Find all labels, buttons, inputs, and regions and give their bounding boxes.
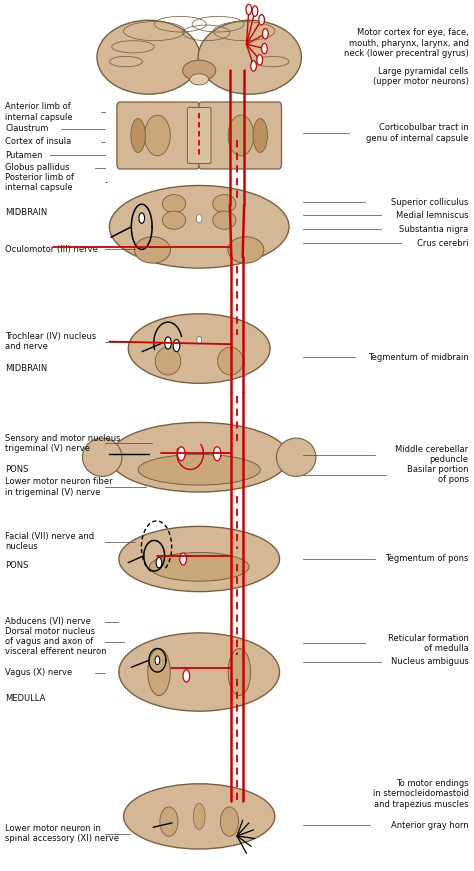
Ellipse shape xyxy=(228,237,264,263)
Text: Globus pallidus: Globus pallidus xyxy=(5,163,70,172)
Ellipse shape xyxy=(276,438,316,476)
Text: Sensory and motor nucleus
trigeminal (V) nerve: Sensory and motor nucleus trigeminal (V)… xyxy=(5,434,121,453)
Text: Crus cerebri: Crus cerebri xyxy=(417,239,469,248)
Text: Posterior limb of
internal capsule: Posterior limb of internal capsule xyxy=(5,172,74,192)
Ellipse shape xyxy=(228,649,251,696)
Text: Putamen: Putamen xyxy=(5,151,43,160)
Text: Substantia nigra: Substantia nigra xyxy=(399,225,469,234)
Circle shape xyxy=(139,213,145,223)
Text: Nucleus ambiguus: Nucleus ambiguus xyxy=(391,657,469,666)
Circle shape xyxy=(164,337,171,349)
Circle shape xyxy=(180,553,186,565)
Circle shape xyxy=(259,15,264,25)
Circle shape xyxy=(183,670,190,682)
Text: Medial lemniscus: Medial lemniscus xyxy=(396,211,469,220)
Text: Large pyramidal cells
(upper motor neurons): Large pyramidal cells (upper motor neuro… xyxy=(373,67,469,86)
Text: Vagus (X) nerve: Vagus (X) nerve xyxy=(5,668,73,678)
Circle shape xyxy=(177,447,185,461)
Text: MIDBRAIN: MIDBRAIN xyxy=(5,207,48,217)
Text: Tegmentum of midbrain: Tegmentum of midbrain xyxy=(368,353,469,361)
Ellipse shape xyxy=(198,20,301,94)
Ellipse shape xyxy=(149,552,249,581)
Ellipse shape xyxy=(163,194,186,213)
Ellipse shape xyxy=(190,74,209,85)
Text: Trochlear (IV) nucleus
and nerve: Trochlear (IV) nucleus and nerve xyxy=(5,332,97,351)
Ellipse shape xyxy=(119,526,280,591)
Ellipse shape xyxy=(193,803,205,829)
Ellipse shape xyxy=(97,20,200,94)
Ellipse shape xyxy=(220,807,238,836)
Circle shape xyxy=(213,447,221,461)
Ellipse shape xyxy=(131,118,146,152)
Circle shape xyxy=(173,340,180,352)
Ellipse shape xyxy=(145,115,170,156)
FancyBboxPatch shape xyxy=(187,107,211,164)
Ellipse shape xyxy=(135,237,171,263)
Ellipse shape xyxy=(196,214,202,223)
Ellipse shape xyxy=(82,438,122,476)
Ellipse shape xyxy=(182,60,216,81)
Ellipse shape xyxy=(148,649,170,696)
Text: PONS: PONS xyxy=(5,465,29,474)
Text: Tegmentum of pons: Tegmentum of pons xyxy=(385,555,469,564)
Text: Basilar portion
of pons: Basilar portion of pons xyxy=(407,465,469,484)
Text: Facial (VII) nerve and
nucleus: Facial (VII) nerve and nucleus xyxy=(5,532,94,551)
Circle shape xyxy=(257,55,263,65)
Ellipse shape xyxy=(124,784,275,849)
Text: MIDBRAIN: MIDBRAIN xyxy=(5,364,48,373)
Circle shape xyxy=(251,61,256,71)
FancyBboxPatch shape xyxy=(199,102,282,169)
Text: Lower motor neuron fiber
in trigeminal (V) nerve: Lower motor neuron fiber in trigeminal (… xyxy=(5,477,113,496)
Text: PONS: PONS xyxy=(5,561,29,570)
Text: Cortex of insula: Cortex of insula xyxy=(5,137,72,146)
Circle shape xyxy=(262,44,267,54)
Text: Anterior gray horn: Anterior gray horn xyxy=(391,820,469,829)
Ellipse shape xyxy=(197,336,201,344)
Text: MEDULLA: MEDULLA xyxy=(5,693,46,703)
Text: Superior colliculus: Superior colliculus xyxy=(391,198,469,207)
Text: Corticobulbar tract in
genu of internal capsule: Corticobulbar tract in genu of internal … xyxy=(366,123,469,143)
Circle shape xyxy=(155,656,160,665)
Circle shape xyxy=(246,4,252,15)
Ellipse shape xyxy=(213,194,236,213)
Text: Lower motor neuron in
spinal accessory (XI) nerve: Lower motor neuron in spinal accessory (… xyxy=(5,824,119,843)
Ellipse shape xyxy=(109,186,289,268)
Text: Anterior limb of
internal capsule: Anterior limb of internal capsule xyxy=(5,102,73,122)
Ellipse shape xyxy=(128,314,270,383)
Ellipse shape xyxy=(138,455,260,485)
Circle shape xyxy=(252,6,258,17)
Ellipse shape xyxy=(109,422,289,492)
Ellipse shape xyxy=(253,118,267,152)
Text: Oculomotor (III) nerve: Oculomotor (III) nerve xyxy=(5,245,98,254)
Text: Abducens (VI) nerve: Abducens (VI) nerve xyxy=(5,617,91,626)
Text: To motor endings
in sternocleidomastoid
and trapezius muscles: To motor endings in sternocleidomastoid … xyxy=(373,779,469,808)
Ellipse shape xyxy=(119,633,280,711)
FancyBboxPatch shape xyxy=(117,102,200,169)
Text: Middle cerebellar
peduncle: Middle cerebellar peduncle xyxy=(395,445,469,464)
Circle shape xyxy=(156,557,162,568)
Ellipse shape xyxy=(163,211,186,229)
Ellipse shape xyxy=(160,807,178,836)
Text: Motor cortex for eye, face,
mouth, pharynx, larynx, and
neck (lower precentral g: Motor cortex for eye, face, mouth, phary… xyxy=(344,29,469,58)
Text: Claustrum: Claustrum xyxy=(5,124,49,133)
Text: Reticular formation
of medulla: Reticular formation of medulla xyxy=(388,633,469,653)
Ellipse shape xyxy=(213,211,236,229)
Circle shape xyxy=(263,29,268,39)
Ellipse shape xyxy=(218,348,243,375)
Text: Dorsal motor nucleus
of vagus and axon of
visceral efferent neuron: Dorsal motor nucleus of vagus and axon o… xyxy=(5,627,107,657)
Ellipse shape xyxy=(155,348,181,375)
Ellipse shape xyxy=(228,115,254,156)
